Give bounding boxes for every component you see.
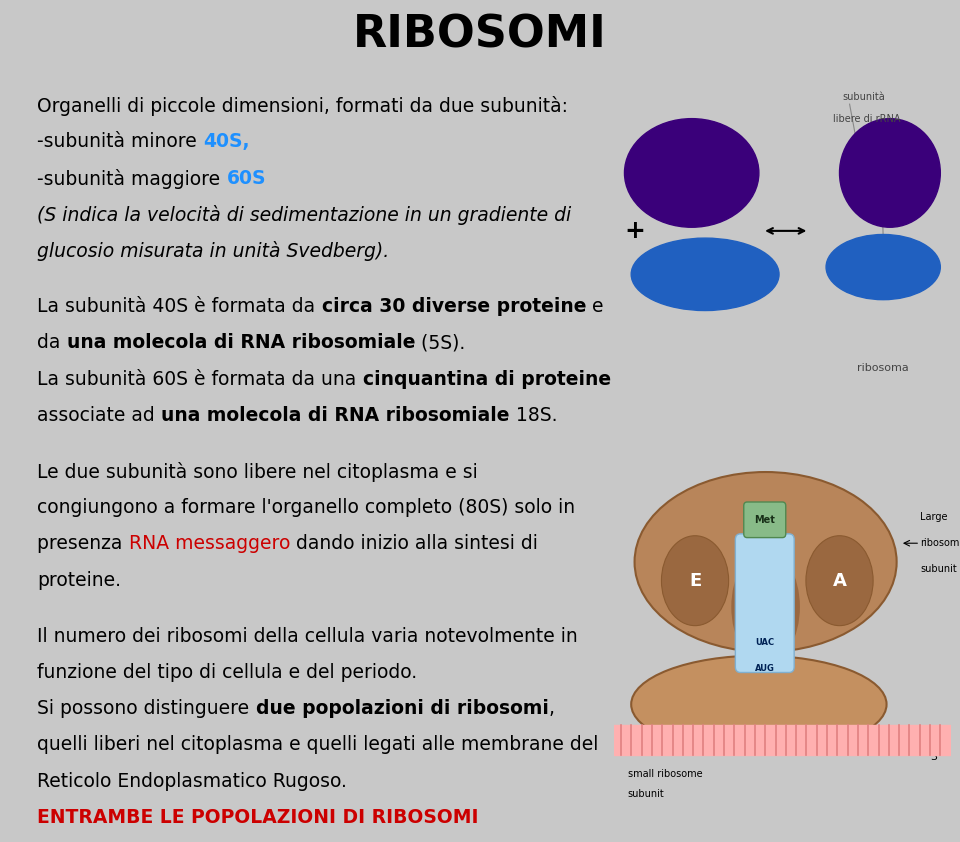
Text: una molecola di RNA ribosomiale: una molecola di RNA ribosomiale: [67, 333, 416, 353]
Ellipse shape: [661, 536, 729, 626]
Text: proteine.: proteine.: [37, 571, 122, 589]
Text: 3': 3': [930, 752, 941, 762]
Text: (5S).: (5S).: [416, 333, 466, 353]
Text: ,: ,: [548, 699, 555, 718]
Ellipse shape: [632, 238, 780, 311]
Text: La subunità 40S è formata da: La subunità 40S è formata da: [37, 297, 322, 317]
Text: A: A: [832, 572, 847, 589]
Text: -subunità maggiore: -subunità maggiore: [37, 168, 227, 189]
Text: subunit: subunit: [920, 564, 957, 574]
Ellipse shape: [635, 472, 897, 652]
Text: 40S,: 40S,: [204, 132, 250, 152]
Text: subunità: subunità: [843, 92, 886, 102]
Ellipse shape: [826, 234, 941, 300]
Text: una molecola di RNA ribosomiale: una molecola di RNA ribosomiale: [161, 406, 510, 425]
Text: (S indica la velocità di sedimentazione in un gradiente di: (S indica la velocità di sedimentazione …: [37, 205, 572, 225]
Text: subunit: subunit: [628, 789, 664, 799]
Text: Si possono distinguere: Si possono distinguere: [37, 699, 255, 718]
Text: quelli liberi nel citoplasma e quelli legati alle membrane del: quelli liberi nel citoplasma e quelli le…: [37, 735, 599, 754]
Text: circa 30 diverse proteine: circa 30 diverse proteine: [322, 297, 587, 317]
Text: ENTRAMBE LE POPOLAZIONI DI RIBOSOMI: ENTRAMBE LE POPOLAZIONI DI RIBOSOMI: [37, 807, 479, 827]
Text: Il numero dei ribosomi della cellula varia notevolmente in: Il numero dei ribosomi della cellula var…: [37, 626, 578, 646]
FancyBboxPatch shape: [735, 534, 794, 673]
Text: da: da: [37, 333, 67, 353]
Text: Organelli di piccole dimensioni, formati da due subunità:: Organelli di piccole dimensioni, formati…: [37, 96, 568, 116]
Text: funzione del tipo di cellula e del periodo.: funzione del tipo di cellula e del perio…: [37, 663, 418, 682]
Text: e: e: [587, 297, 604, 317]
Ellipse shape: [732, 551, 799, 663]
Text: RIBOSOMI: RIBOSOMI: [353, 13, 607, 56]
Text: congiungono a formare l'organello completo (80S) solo in: congiungono a formare l'organello comple…: [37, 498, 576, 517]
Text: glucosio misurata in unità Svedberg).: glucosio misurata in unità Svedberg).: [37, 241, 390, 261]
Text: RNA messaggero: RNA messaggero: [129, 535, 297, 553]
Text: E: E: [689, 572, 701, 589]
Text: ribosomal: ribosomal: [920, 538, 960, 548]
Text: presenza: presenza: [37, 535, 129, 553]
Text: dando inizio alla sintesi di: dando inizio alla sintesi di: [297, 535, 539, 553]
Text: Met: Met: [755, 514, 776, 525]
FancyBboxPatch shape: [744, 502, 785, 537]
Ellipse shape: [839, 119, 940, 227]
Text: Large: Large: [920, 512, 948, 522]
Text: Reticolo Endoplasmatico Rugoso.: Reticolo Endoplasmatico Rugoso.: [37, 771, 348, 791]
Text: libere di rRNA: libere di rRNA: [832, 114, 900, 124]
Text: AUG: AUG: [755, 664, 775, 674]
Text: associate ad: associate ad: [37, 406, 161, 425]
Text: 5': 5': [618, 735, 628, 745]
Text: 18S.: 18S.: [510, 406, 557, 425]
Text: Le due subunità sono libere nel citoplasma e si: Le due subunità sono libere nel citoplas…: [37, 462, 478, 482]
Text: small ribosome: small ribosome: [628, 769, 703, 779]
Text: La subunità 60S è formata da una: La subunità 60S è formata da una: [37, 370, 363, 389]
Ellipse shape: [632, 656, 886, 753]
Text: +: +: [624, 219, 645, 242]
Text: due popolazioni di ribosomi: due popolazioni di ribosomi: [255, 699, 548, 718]
Ellipse shape: [624, 119, 759, 227]
Text: cinquantina di proteine: cinquantina di proteine: [363, 370, 611, 389]
Text: 60S: 60S: [227, 168, 266, 188]
Text: UAC: UAC: [756, 638, 775, 647]
Ellipse shape: [805, 536, 874, 626]
Text: -subunità minore: -subunità minore: [37, 132, 204, 152]
Text: ribosoma: ribosoma: [857, 364, 909, 374]
